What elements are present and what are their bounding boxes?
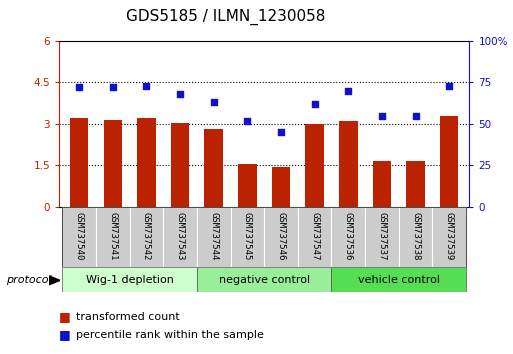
Text: GSM737537: GSM737537 bbox=[378, 212, 386, 260]
Text: ■: ■ bbox=[59, 310, 71, 323]
Bar bbox=[96, 207, 130, 267]
Point bbox=[445, 83, 453, 88]
Point bbox=[277, 129, 285, 135]
Point bbox=[142, 83, 150, 88]
Point bbox=[411, 113, 420, 118]
Text: GSM737540: GSM737540 bbox=[75, 212, 84, 260]
Text: GSM737543: GSM737543 bbox=[175, 212, 185, 260]
Point bbox=[310, 101, 319, 107]
Bar bbox=[197, 267, 331, 292]
Bar bbox=[163, 207, 197, 267]
Bar bbox=[339, 121, 358, 207]
Bar bbox=[305, 125, 324, 207]
Bar bbox=[104, 120, 122, 207]
Text: GSM737538: GSM737538 bbox=[411, 212, 420, 260]
Bar bbox=[205, 129, 223, 207]
Bar bbox=[406, 161, 425, 207]
Bar bbox=[230, 207, 264, 267]
Point bbox=[176, 91, 184, 97]
Text: transformed count: transformed count bbox=[76, 312, 180, 322]
Text: protocol: protocol bbox=[6, 275, 52, 285]
Bar bbox=[372, 161, 391, 207]
Text: GSM737536: GSM737536 bbox=[344, 212, 353, 260]
Bar bbox=[171, 123, 189, 207]
Point bbox=[109, 85, 117, 90]
Bar bbox=[365, 207, 399, 267]
Bar bbox=[238, 164, 256, 207]
Bar bbox=[272, 167, 290, 207]
Bar bbox=[70, 118, 88, 207]
Text: GDS5185 / ILMN_1230058: GDS5185 / ILMN_1230058 bbox=[126, 9, 325, 25]
Bar bbox=[331, 207, 365, 267]
Bar bbox=[298, 207, 331, 267]
Bar bbox=[264, 207, 298, 267]
Bar bbox=[432, 207, 466, 267]
Point bbox=[75, 85, 83, 90]
Point bbox=[210, 99, 218, 105]
Text: GSM737547: GSM737547 bbox=[310, 212, 319, 260]
Text: negative control: negative control bbox=[219, 275, 310, 285]
Bar bbox=[130, 207, 163, 267]
Point bbox=[378, 113, 386, 118]
Point bbox=[344, 88, 352, 93]
Bar bbox=[63, 207, 96, 267]
Text: Wig-1 depletion: Wig-1 depletion bbox=[86, 275, 173, 285]
Text: GSM737542: GSM737542 bbox=[142, 212, 151, 260]
Text: ■: ■ bbox=[59, 328, 71, 341]
Text: vehicle control: vehicle control bbox=[358, 275, 440, 285]
Bar bbox=[137, 118, 156, 207]
Bar bbox=[197, 207, 230, 267]
Text: GSM737541: GSM737541 bbox=[108, 212, 117, 260]
Bar bbox=[399, 207, 432, 267]
Text: GSM737544: GSM737544 bbox=[209, 212, 218, 260]
Text: GSM737539: GSM737539 bbox=[445, 212, 453, 260]
Text: percentile rank within the sample: percentile rank within the sample bbox=[76, 330, 264, 339]
Text: GSM737545: GSM737545 bbox=[243, 212, 252, 260]
Bar bbox=[63, 267, 197, 292]
Bar bbox=[440, 115, 459, 207]
Bar bbox=[331, 267, 466, 292]
Point bbox=[243, 118, 251, 124]
Text: GSM737546: GSM737546 bbox=[277, 212, 286, 260]
Polygon shape bbox=[49, 276, 60, 285]
